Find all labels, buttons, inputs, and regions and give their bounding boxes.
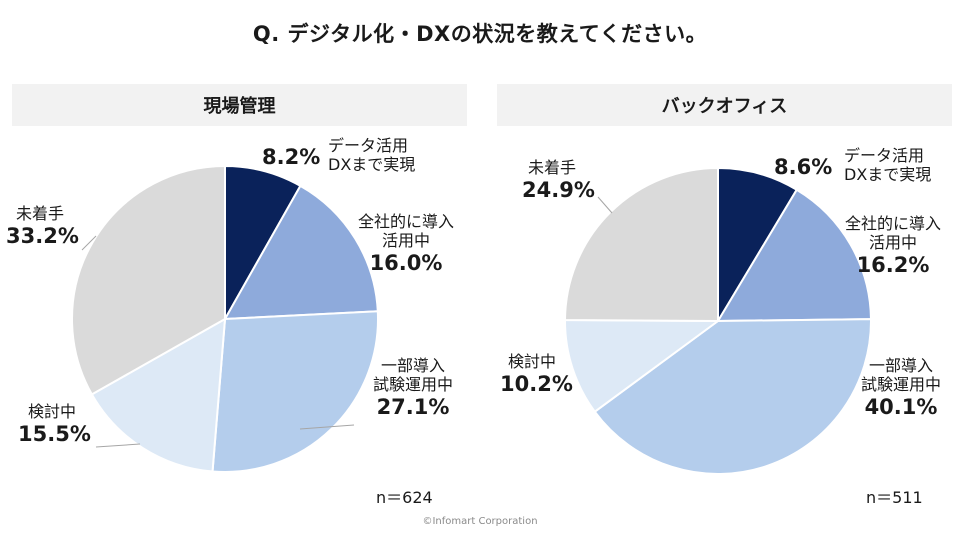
label-not-started-left: 未着手 33.2% [6, 204, 79, 248]
copyright-credit: ©Infomart Corporation [422, 516, 538, 527]
label-dx-implemented-left: データ活用 DXまで実現 [328, 136, 416, 174]
pie-slice-dx-implemented-right [717, 166, 799, 325]
pie-slice-considering-left [90, 317, 227, 473]
label-considering-right: 検討中 10.2% [500, 352, 573, 396]
pie-slice-partial-left [211, 310, 379, 473]
pie-slice-not-started-left [71, 164, 226, 396]
label-not-started-right: 未着手 24.9% [522, 158, 595, 202]
chart-title: Q. デジタル化・DXの状況を教えてください。 [252, 22, 708, 46]
label-company-wide-left: 全社的に導入 活用中 16.0% [357, 212, 454, 275]
label-considering-left: 検討中 15.5% [18, 402, 91, 446]
label-partial-right: 一部導入 試験運用中 40.1% [860, 356, 941, 419]
value-dx-implemented-right: 8.6% [774, 155, 833, 179]
label-partial-left: 一部導入 試験運用中 27.1% [372, 356, 453, 419]
leader-line [597, 196, 613, 214]
leader-line [81, 235, 97, 251]
pie-slice-company-wide-left [223, 184, 379, 321]
pie-slice-partial-right [593, 318, 872, 475]
label-company-wide-right: 全社的に導入 活用中 16.2% [844, 214, 941, 277]
sample-size-left: n＝624 [376, 488, 433, 507]
label-dx-implemented-right: データ活用 DXまで実現 [844, 146, 932, 184]
sample-size-right: n＝511 [866, 488, 923, 507]
pie-slice-not-started-right [563, 166, 719, 323]
panel-header-field-management: 現場管理 [12, 84, 467, 126]
pie-slice-considering-right [563, 319, 722, 414]
panel-header-back-office: バックオフィス [497, 84, 952, 126]
pie-slice-company-wide-right [716, 188, 873, 323]
value-dx-implemented-left: 8.2% [262, 145, 321, 169]
leader-line [299, 424, 355, 430]
leader-line [95, 443, 141, 448]
